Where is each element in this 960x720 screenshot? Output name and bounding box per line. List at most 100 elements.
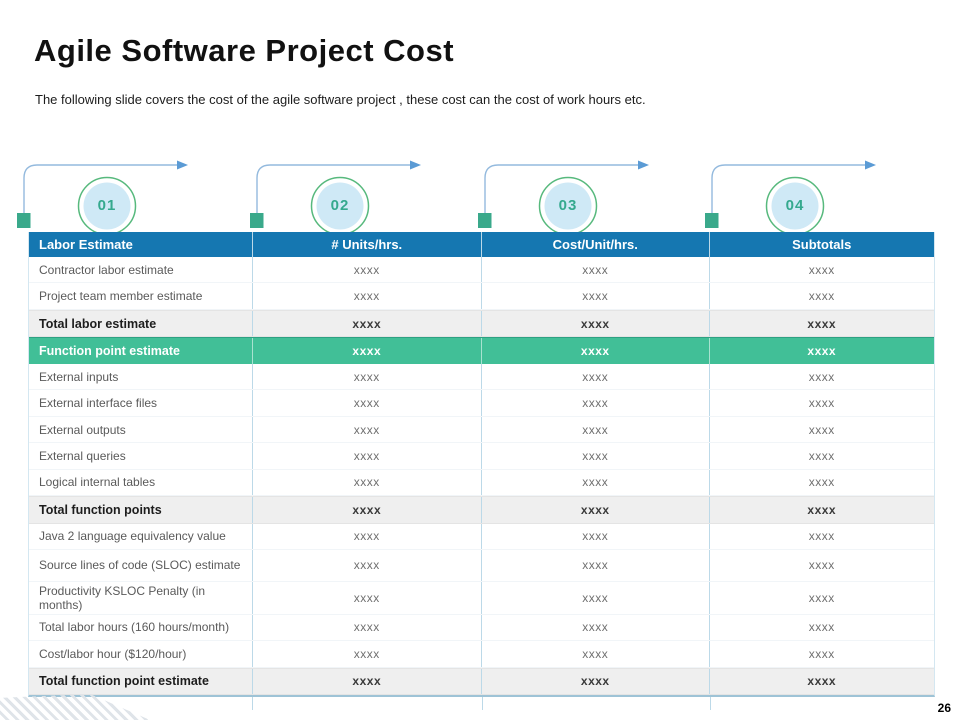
header-units-hrs: # Units/hrs. [253,232,483,257]
row-label: Total labor estimate [29,310,253,337]
row-value-units: xxxx [253,469,483,496]
header-labor-estimate: Labor Estimate [29,232,253,257]
table-column-tick [482,697,483,710]
row-value-subtotal: xxxx [808,620,835,635]
table-row: External interface files xxxx xxxx xxxx [29,390,934,417]
row-value-subtotal: xxxx [808,558,835,573]
step-marker: 01 [10,156,210,232]
row-value-units: xxxx [253,614,483,641]
table-row: External inputs xxxx xxxx xxxx [29,363,934,391]
row-value-units: xxxx [253,668,483,694]
row-label: Logical internal tables [29,469,253,496]
page-number: 26 [937,701,951,715]
row-value-units: xxxx [253,363,483,390]
row-value-units: xxxx [253,416,483,443]
row-value-subtotal: xxxx [808,475,835,490]
row-label: Project team member estimate [29,283,253,309]
table-row: Java 2 language equivalency value xxxx x… [29,523,934,551]
row-label: External interface files [29,390,253,416]
accent-square [250,213,264,228]
row-value-units: xxxx [253,523,483,550]
table-row: Productivity KSLOC Penalty (in months) x… [29,581,934,615]
row-value-cost: xxxx [482,550,710,581]
table-column-tick [252,697,253,710]
row-value-subtotal: xxxx [808,396,835,411]
row-value-cost: xxxx [482,497,710,523]
row-value-subtotal: xxxx [808,590,835,605]
row-value-cost: xxxx [482,581,710,614]
row-label: Cost/labor hour ($120/hour) [29,641,253,667]
row-label: Contractor labor estimate [29,257,253,283]
row-value-cost: xxxx [482,310,710,337]
row-value-units: xxxx [253,310,483,337]
row-value-cost: xxxx [482,363,710,390]
curved-arrow-icon [478,160,649,232]
row-value-units: xxxx [253,443,483,469]
row-value-subtotal: xxxx [808,529,835,544]
row-value-cost: xxxx [482,641,710,667]
curved-arrow-icon [17,160,188,232]
table-row: Function point estimate xxxx xxxx xxxx [29,337,934,364]
row-value-units: xxxx [253,338,483,364]
table-row: External outputs xxxx xxxx xxxx [29,416,934,444]
accent-square [17,213,31,228]
step-marker: 04 [698,156,898,232]
accent-square [705,213,719,228]
row-value-subtotal: xxxx [808,262,835,277]
curved-arrow-icon [250,160,421,232]
row-value-subtotal: xxxx [808,646,835,661]
row-label: Total function point estimate [29,668,253,694]
row-label: Productivity KSLOC Penalty (in months) [29,581,253,614]
row-value-units: xxxx [253,581,483,614]
row-value-cost: xxxx [482,469,710,496]
row-value-subtotal: xxxx [808,369,835,384]
row-value-units: xxxx [253,550,483,581]
row-label: Function point estimate [29,338,253,364]
table-row: Project team member estimate xxxx xxxx x… [29,283,934,310]
table-column-tick [710,697,711,710]
row-value-units: xxxx [253,390,483,416]
row-value-units: xxxx [253,257,483,283]
row-value-cost: xxxx [482,523,710,550]
table-row: Cost/labor hour ($120/hour) xxxx xxxx xx… [29,641,934,668]
step-number: 03 [558,197,578,214]
row-label: Total labor hours (160 hours/month) [29,614,253,641]
row-label: Java 2 language equivalency value [29,523,253,550]
row-value-subtotal: xxxx [808,449,835,464]
row-value-cost: xxxx [482,257,710,283]
table-row: Total function points xxxx xxxx xxxx [29,496,934,524]
row-value-cost: xxxx [482,614,710,641]
row-value-units: xxxx [253,641,483,667]
step-number: 01 [97,197,117,214]
row-value-cost: xxxx [482,283,710,309]
row-value-subtotal: xxxx [807,674,837,689]
diagonal-hatch-decoration [0,694,150,720]
row-value-cost: xxxx [482,668,710,694]
row-label: Source lines of code (SLOC) estimate [29,550,253,581]
row-value-subtotal: xxxx [807,316,837,331]
table-row: Logical internal tables xxxx xxxx xxxx [29,469,934,497]
row-value-subtotal: xxxx [807,502,837,517]
table-row: Source lines of code (SLOC) estimate xxx… [29,550,934,582]
slide-subtitle: The following slide covers the cost of t… [35,92,646,107]
table-body: Contractor labor estimate xxxx xxxx xxxx… [29,257,934,695]
row-value-cost: xxxx [482,443,710,469]
table-row: Total function point estimate xxxx xxxx … [29,667,934,695]
table-row: Total labor hours (160 hours/month) xxxx… [29,614,934,642]
row-value-cost: xxxx [482,338,710,364]
table-row: Total labor estimate xxxx xxxx xxxx [29,309,934,338]
table-header-row: Labor Estimate # Units/hrs. Cost/Unit/hr… [29,232,934,257]
step-marker: 03 [471,156,671,232]
row-value-units: xxxx [253,497,483,523]
step-marker: 02 [243,156,443,232]
cost-table: Labor Estimate # Units/hrs. Cost/Unit/hr… [28,232,935,697]
curved-arrow-icon [705,160,876,232]
row-value-cost: xxxx [482,416,710,443]
row-value-units: xxxx [253,283,483,309]
table-row: Contractor labor estimate xxxx xxxx xxxx [29,257,934,284]
table-row: External queries xxxx xxxx xxxx [29,443,934,470]
row-value-subtotal: xxxx [808,422,835,437]
row-label: Total function points [29,497,253,523]
row-label: External queries [29,443,253,469]
accent-square [478,213,492,228]
